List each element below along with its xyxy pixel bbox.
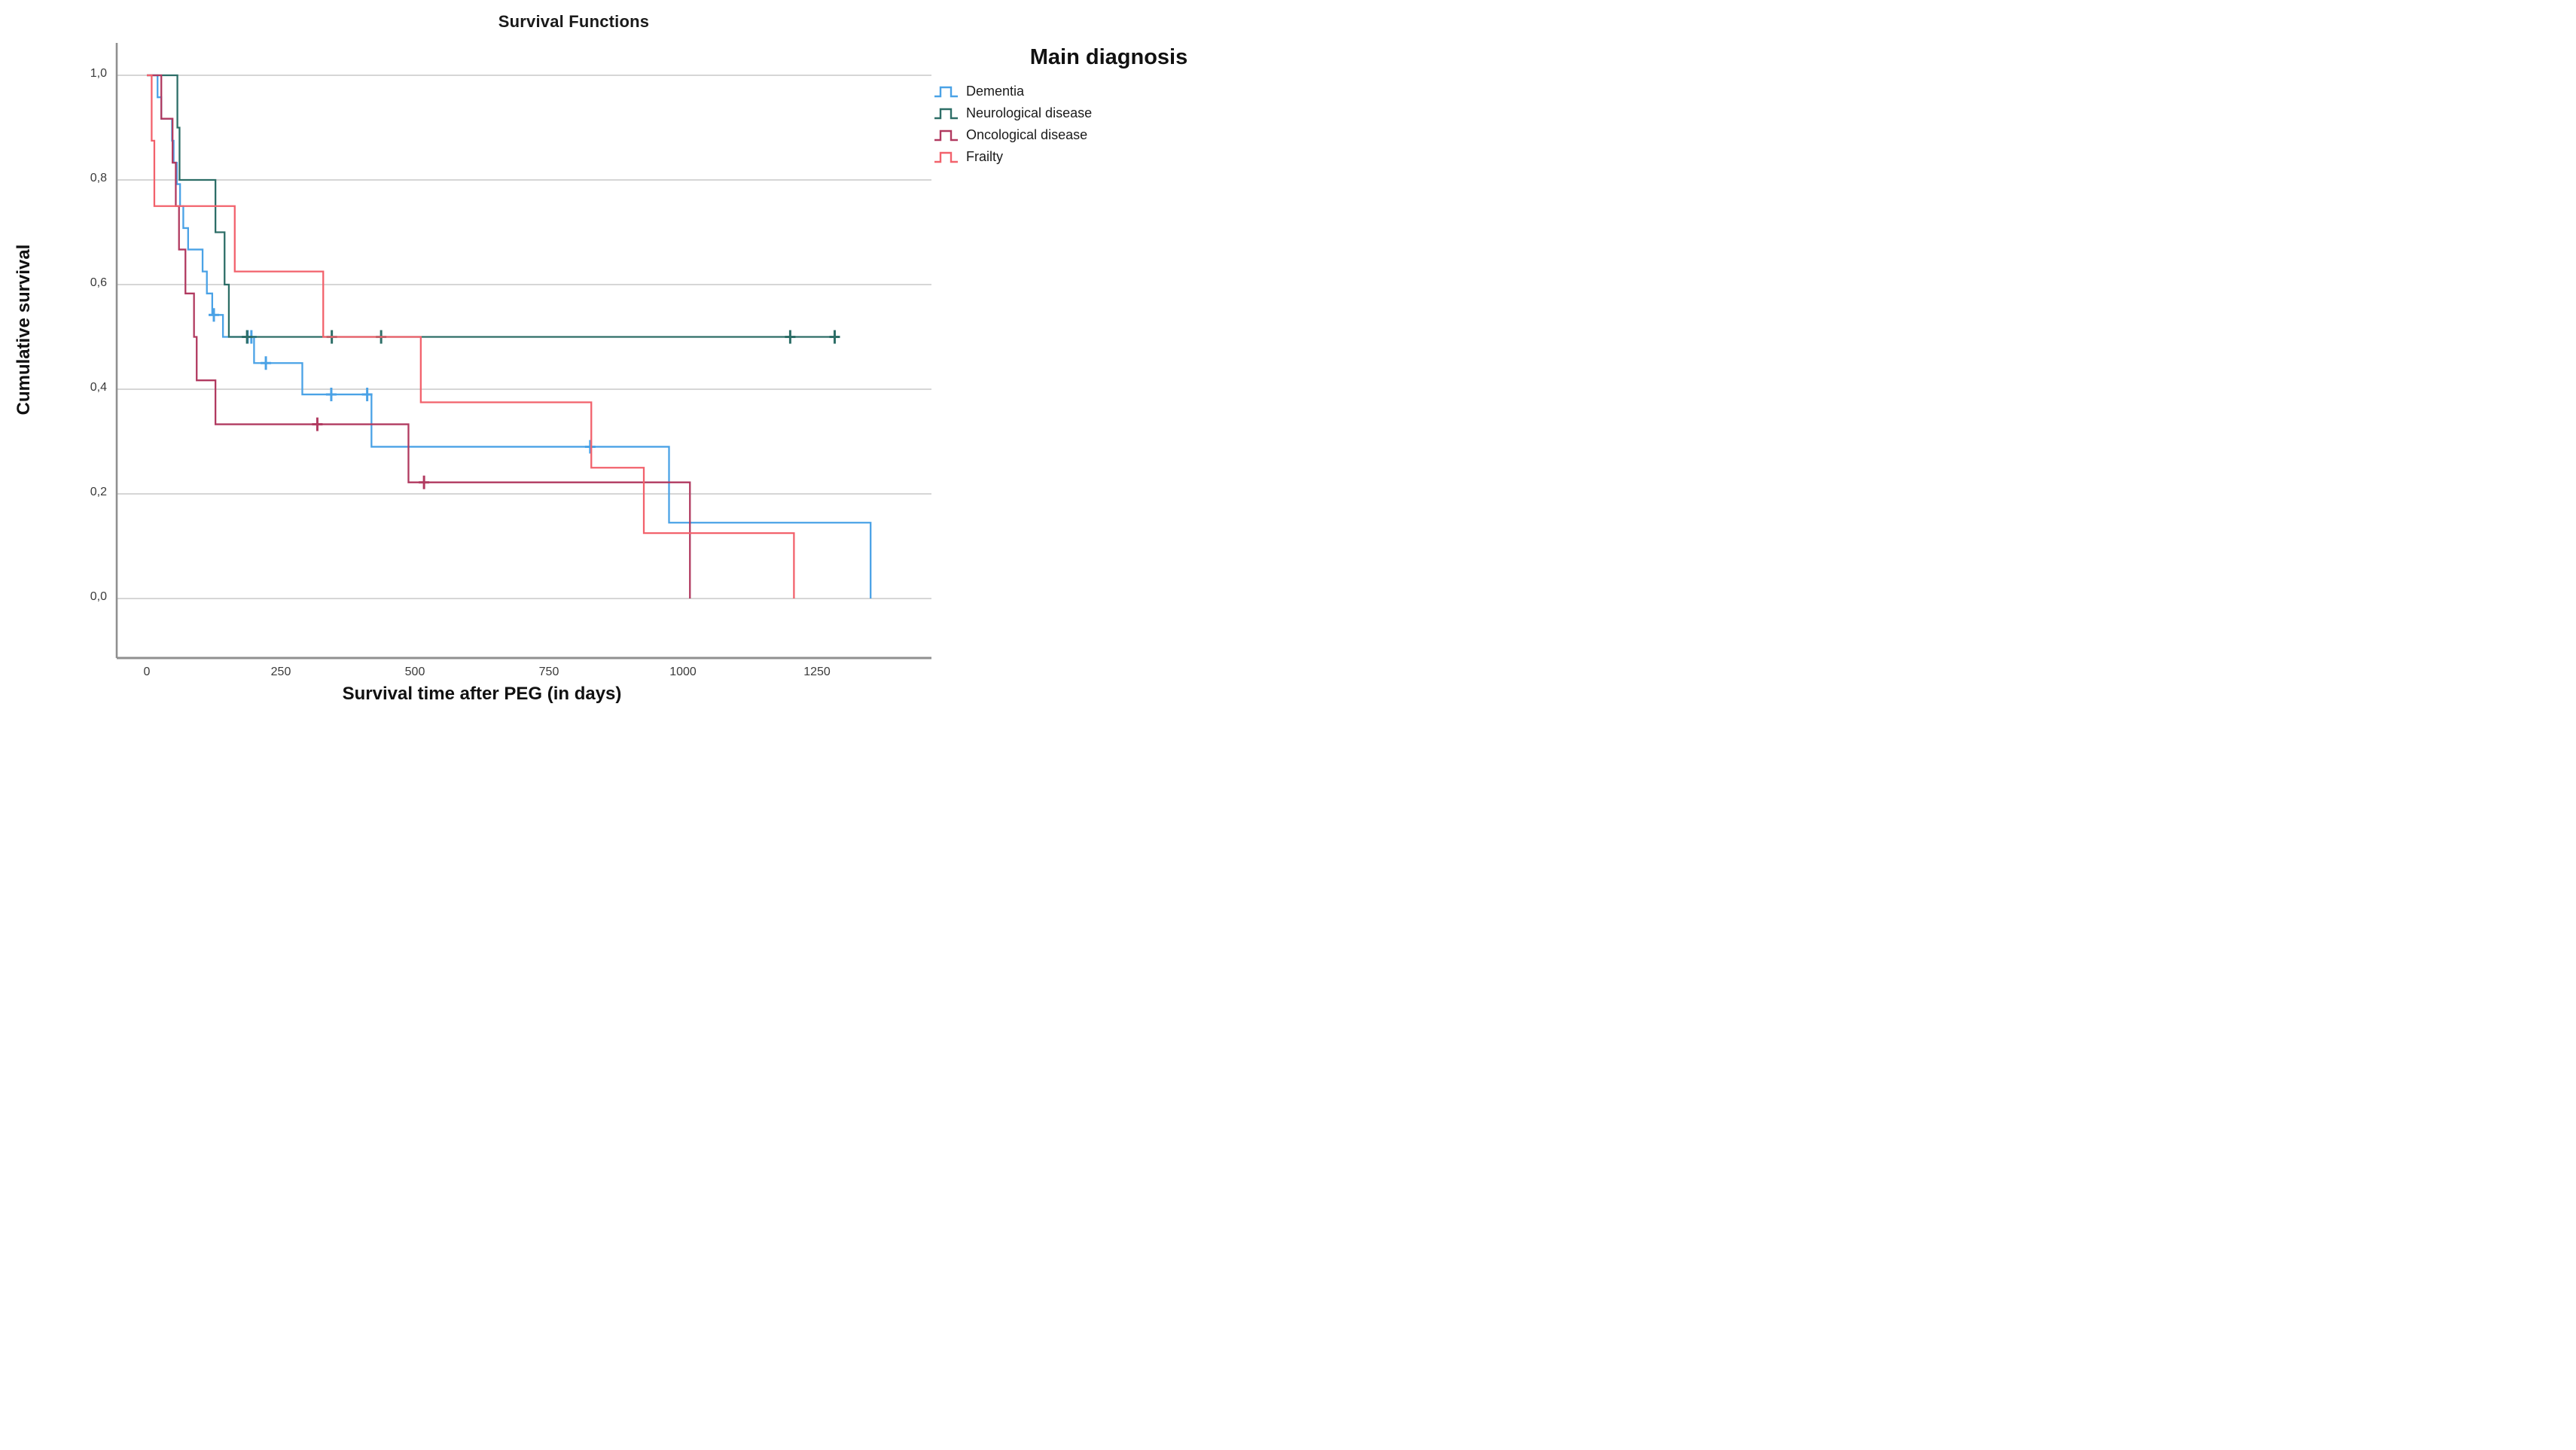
x-tick-label: 750 [538, 666, 559, 678]
legend-item-frailty: Frailty [934, 146, 1284, 168]
y-tick-label: 0,0 [90, 590, 107, 603]
y-tick-label: 0,4 [90, 381, 107, 394]
step-line-icon [934, 86, 958, 97]
legend-label: Neurological disease [966, 105, 1093, 120]
legend-title: Main diagnosis [1029, 45, 1188, 69]
x-tick-label: 250 [270, 666, 291, 678]
legend-label: Oncological disease [966, 127, 1088, 142]
x-tick-label: 500 [404, 666, 425, 678]
legend: Main diagnosis Dementia Neurological dis… [934, 45, 1284, 168]
x-tick-label: 0 [143, 666, 151, 678]
chart-title: Survival Functions [498, 12, 650, 31]
legend-item-oncological-disease: Oncological disease [934, 124, 1284, 146]
legend-label: Dementia [966, 84, 1025, 99]
y-tick-label: 0,8 [90, 172, 107, 184]
survival-functions-chart: Survival Functions 1,0 0,8 0,6 0,4 0,2 0… [0, 0, 1288, 725]
y-tick-label: 0,2 [90, 486, 107, 498]
step-line-icon [934, 108, 958, 119]
chart-canvas [115, 43, 931, 660]
x-tick-label: 1250 [803, 666, 831, 678]
step-line-icon [934, 151, 958, 163]
legend-item-dementia: Dementia [934, 81, 1284, 102]
y-tick-label: 1,0 [90, 67, 107, 80]
y-axis-title: Cumulative survival [14, 244, 34, 416]
step-line-icon [934, 129, 958, 141]
x-tick-label: 1000 [669, 666, 697, 678]
y-tick-label: 0,6 [90, 276, 107, 289]
legend-label: Frailty [966, 149, 1003, 164]
x-axis-title: Survival time after PEG (in days) [342, 684, 622, 704]
legend-item-neurological-disease: Neurological disease [934, 102, 1284, 124]
